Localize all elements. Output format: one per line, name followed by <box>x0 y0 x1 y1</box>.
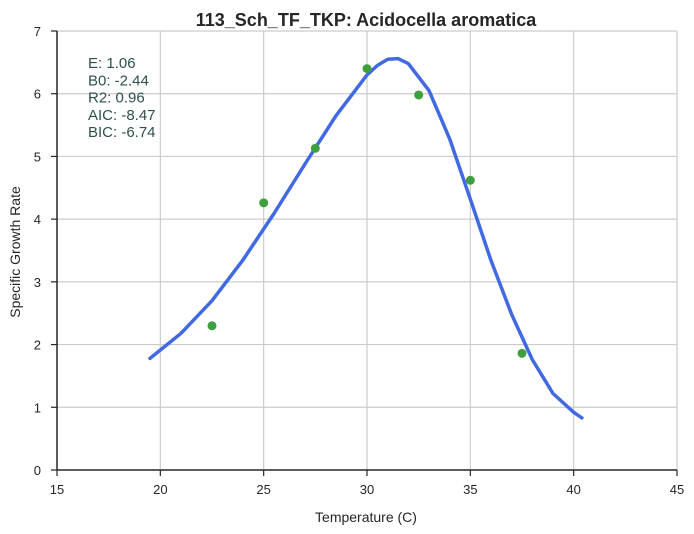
x-axis-label: Temperature (C) <box>315 509 417 525</box>
y-tick-label: 1 <box>34 400 41 415</box>
y-tick-label: 6 <box>34 87 41 102</box>
x-tick-label: 15 <box>50 482 64 497</box>
data-point <box>414 90 424 100</box>
y-tick-label: 2 <box>34 338 41 353</box>
x-tick-label: 40 <box>566 482 580 497</box>
x-tick-label: 35 <box>463 482 477 497</box>
y-tick-label: 3 <box>34 275 41 290</box>
chart-title: 113_Sch_TF_TKP: Acidocella aromatica <box>196 10 537 30</box>
y-tick-label: 0 <box>34 463 41 478</box>
fitted-curve <box>148 56 584 420</box>
fit-stat-line: AIC: -8.47 <box>88 107 156 124</box>
data-point <box>207 321 217 331</box>
data-point <box>465 175 475 185</box>
data-point <box>362 64 372 74</box>
data-point <box>310 143 320 153</box>
fit-stat-line: BIC: -6.74 <box>88 124 156 141</box>
fit-stat-line: R2: 0.96 <box>88 90 145 107</box>
x-tick-labels: 15 20 25 30 35 40 45 <box>50 482 684 497</box>
x-tick-label: 25 <box>256 482 270 497</box>
fit-stat-line: B0: -2.44 <box>88 72 149 89</box>
y-tick-label: 5 <box>34 149 41 164</box>
grid <box>57 30 678 470</box>
x-tick-label: 20 <box>153 482 167 497</box>
y-tick-label: 4 <box>34 212 41 227</box>
y-axis-label: Specific Growth Rate <box>7 186 23 318</box>
y-tick-labels: 0 1 2 3 4 5 6 7 <box>34 24 41 478</box>
data-point <box>259 198 269 208</box>
fit-stat-line: E: 1.06 <box>88 55 136 72</box>
y-tick-label: 7 <box>34 24 41 39</box>
data-marks <box>148 56 584 420</box>
axes <box>51 30 678 476</box>
x-tick-label: 30 <box>360 482 374 497</box>
data-point <box>517 348 527 358</box>
x-tick-label: 45 <box>670 482 684 497</box>
